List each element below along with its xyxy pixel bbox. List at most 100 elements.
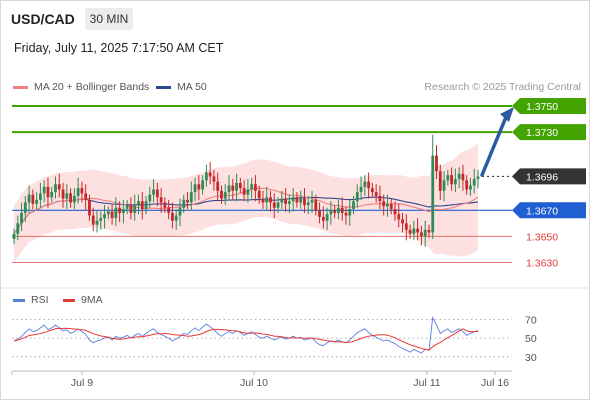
candle-body (182, 199, 186, 208)
candle-body (299, 198, 303, 203)
candle-body (216, 181, 220, 191)
candle-body (27, 194, 31, 203)
candle-body (359, 186, 363, 193)
candle-body (16, 223, 20, 234)
candle-body (272, 202, 276, 208)
candle-body (355, 192, 359, 202)
candle-body (423, 229, 427, 237)
candle-body (420, 232, 423, 237)
candle-body (401, 219, 404, 224)
candle-body (314, 199, 318, 211)
candle-body (148, 194, 152, 202)
candle-body (118, 207, 122, 213)
candle-body (344, 212, 348, 216)
candle-body (476, 176, 480, 180)
level-tag-1.3670: 1.3670 (512, 202, 586, 219)
rsi-level-label-50: 50 (525, 333, 537, 345)
ma50-line (13, 196, 479, 235)
candle-body (174, 215, 178, 221)
level-label-1.3670: 1.3670 (526, 205, 558, 217)
candle-body (280, 198, 284, 203)
research-credit: Research © 2025 Trading Central (424, 81, 581, 93)
current-price-tag (512, 168, 586, 185)
candle-body (242, 188, 246, 195)
candle-body (121, 209, 125, 213)
candle-body (125, 205, 129, 210)
candle-body (453, 179, 457, 185)
candle-body (412, 228, 416, 234)
candle-body (404, 223, 408, 230)
candle-body (378, 195, 382, 202)
candle-body (284, 198, 288, 204)
candle-body (159, 197, 163, 203)
rsi-level-label-70: 70 (525, 314, 537, 326)
candle-body (167, 207, 171, 213)
candle-body (340, 207, 344, 213)
candle-body (457, 173, 461, 180)
candle-body (438, 171, 442, 191)
legend-ma50-label: MA 50 (177, 81, 207, 93)
legend-rsi-label: RSI (31, 294, 49, 306)
candle-body (84, 193, 88, 200)
x-tick-label-Jul 10: Jul 10 (240, 377, 268, 389)
candle-body (76, 188, 80, 196)
candle-body (171, 212, 174, 221)
projection-arrow (480, 115, 508, 177)
candle-body (389, 203, 393, 210)
candle-body (106, 211, 110, 215)
bollinger-band (14, 144, 478, 263)
legend-9ma: 9MA (63, 294, 103, 306)
candle-body (197, 184, 201, 190)
candle-body (269, 197, 272, 203)
candle-body (461, 173, 465, 181)
candle-body (46, 186, 50, 198)
candle-body (103, 214, 106, 219)
candle-body (235, 182, 238, 191)
candle-body (42, 186, 46, 194)
timeframe-button[interactable]: 30 MIN (85, 8, 133, 30)
candle-body (65, 193, 69, 199)
candle-body (23, 202, 27, 213)
candle-body (155, 189, 159, 198)
top-bar: USD/CAD 30 MIN (1, 1, 589, 35)
candle-body (57, 184, 61, 190)
candle-body (72, 195, 76, 203)
candle-body (140, 201, 144, 210)
rsi-line (13, 316, 479, 354)
candle-body (31, 194, 35, 204)
candle-body (110, 211, 114, 219)
candle-body (212, 176, 216, 182)
candle-body (201, 180, 205, 190)
x-tick-label-Jul 16: Jul 16 (481, 377, 509, 389)
candle-body (257, 190, 261, 199)
legend-ma20: MA 20 + Bollinger Bands (13, 81, 149, 93)
candle-body (310, 199, 314, 203)
candle-body (114, 207, 118, 219)
candle-body (69, 193, 72, 203)
rsi-ma-line (13, 327, 478, 351)
candle-body (208, 172, 212, 177)
candle-body (99, 218, 103, 221)
candle-body (303, 198, 306, 206)
candle-body (276, 202, 280, 208)
candle-body (152, 189, 155, 195)
legend-9ma-label: 9MA (81, 294, 103, 306)
candle-body (95, 220, 99, 225)
candle-body (220, 190, 223, 199)
candle-body (193, 184, 197, 193)
candle-body (291, 197, 295, 202)
level-tag-bg (512, 124, 586, 141)
candle-body (12, 233, 16, 239)
candle-body (397, 214, 401, 220)
candle-body (465, 180, 469, 190)
candle-body (321, 216, 325, 221)
legend-ma20-label: MA 20 + Bollinger Bands (34, 81, 150, 93)
candle-body (435, 155, 438, 172)
candle-body (431, 155, 435, 233)
candle-body (393, 209, 397, 215)
candle-body (329, 210, 333, 215)
candle-body (382, 201, 386, 207)
candle-body (80, 188, 84, 194)
candle-body (352, 201, 355, 210)
